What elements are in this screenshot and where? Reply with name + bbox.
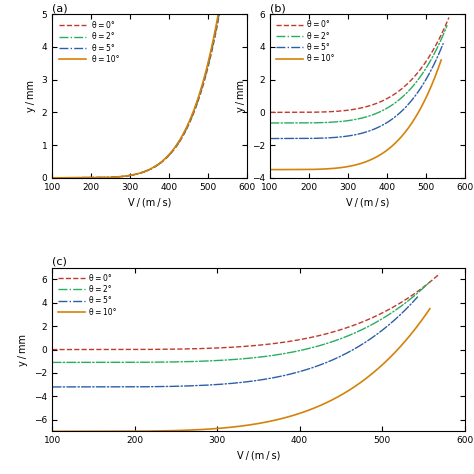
Legend: θ = 0°, θ = 2°, θ = 5°, θ = 10°: θ = 0°, θ = 2°, θ = 5°, θ = 10°	[56, 272, 118, 319]
Y-axis label: y / mm: y / mm	[237, 80, 246, 112]
Legend: θ = 0°, θ = 2°, θ = 5°, θ = 10°: θ = 0°, θ = 2°, θ = 5°, θ = 10°	[274, 18, 337, 65]
Legend: θ = 0°, θ = 2°, θ = 5°, θ = 10°: θ = 0°, θ = 2°, θ = 5°, θ = 10°	[56, 18, 122, 67]
Text: (a): (a)	[52, 3, 68, 13]
Text: (b): (b)	[270, 3, 286, 13]
X-axis label: V / (m / s): V / (m / s)	[237, 451, 280, 461]
X-axis label: V / (m / s): V / (m / s)	[346, 197, 389, 207]
Y-axis label: y / mm: y / mm	[26, 80, 36, 112]
Text: (c): (c)	[52, 257, 67, 267]
Y-axis label: y / mm: y / mm	[18, 334, 28, 365]
X-axis label: V / (m / s): V / (m / s)	[128, 197, 171, 207]
